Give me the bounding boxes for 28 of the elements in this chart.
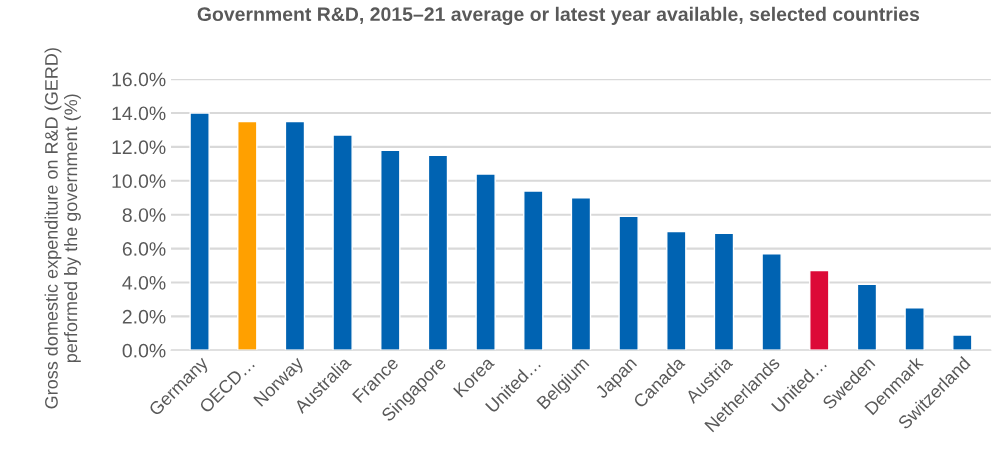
bar <box>284 120 306 351</box>
y-tick-label: 14.0% <box>112 106 166 121</box>
y-tick-label: 6.0% <box>122 242 166 256</box>
bar <box>523 190 544 351</box>
bar <box>761 252 782 351</box>
bar <box>332 134 353 351</box>
bar <box>570 197 592 351</box>
y-tick-label: 10.0% <box>112 174 166 189</box>
y-axis-title: Gross domestic expenditure on R&D (GERD) performed by the government (%) <box>44 48 81 409</box>
y-tick-label: 0.0% <box>122 343 166 358</box>
bar <box>666 230 687 351</box>
bar <box>427 154 449 351</box>
bar <box>952 334 973 351</box>
y-tick-label: 16.0% <box>112 72 166 87</box>
y-tick-label: 8.0% <box>122 208 166 222</box>
chart-title: Government R&D, 2015–21 average or latest year available, selected countries <box>197 6 920 25</box>
bar <box>856 283 878 351</box>
bar <box>713 232 735 351</box>
bar <box>475 173 496 351</box>
bar <box>189 112 210 351</box>
y-tick-label: 4.0% <box>122 275 166 290</box>
y-tick-label: 12.0% <box>112 140 166 155</box>
bar <box>809 269 830 351</box>
bar <box>618 215 639 351</box>
bar <box>380 149 401 351</box>
bar <box>904 307 925 351</box>
y-tick-label: 2.0% <box>122 309 166 324</box>
bar <box>237 120 258 351</box>
